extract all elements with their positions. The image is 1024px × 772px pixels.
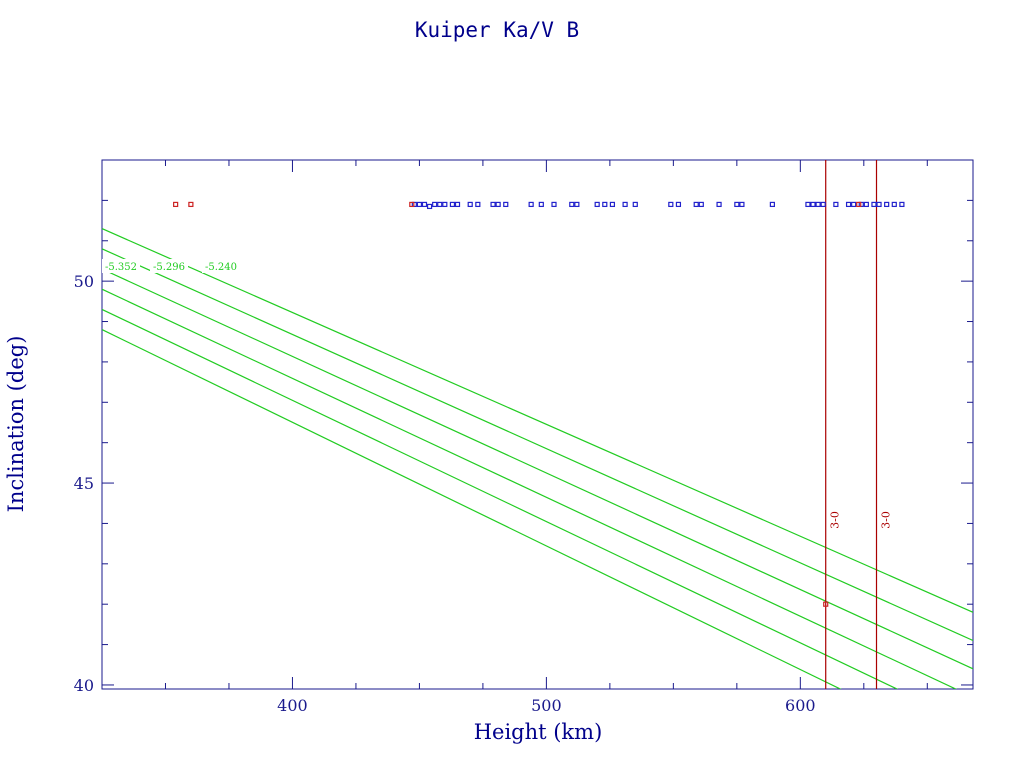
vertical-line-label: 3-0: [880, 511, 893, 529]
data-point: [454, 201, 461, 208]
contour-line: [102, 308, 899, 689]
data-point: [495, 201, 501, 208]
data-point: [503, 201, 509, 208]
plot-frame: [101, 159, 974, 690]
data-point: [467, 201, 473, 208]
data-point: [442, 201, 448, 208]
contour-label-bg: [102, 259, 140, 273]
data-point: [188, 201, 194, 208]
data-point: [528, 201, 534, 208]
data-point: [675, 201, 682, 208]
data-point: [409, 201, 415, 208]
data-point: [820, 201, 826, 208]
y-axis-label: Inclination (deg): [4, 336, 28, 513]
data-point: [574, 201, 580, 208]
plot-area: [102, 160, 973, 689]
data-point: [876, 201, 882, 208]
data-point: [551, 201, 557, 208]
x-axis-label: Height (km): [474, 720, 603, 744]
contour-line: [102, 248, 973, 642]
contour-label: -5.296: [153, 262, 185, 273]
y-tick-label: 50: [74, 272, 94, 291]
data-point: [769, 201, 775, 208]
data-point: [823, 601, 829, 607]
data-point: [899, 201, 905, 208]
chart-title: Kuiper Ka/V B: [415, 18, 579, 42]
contour-line: [102, 228, 973, 613]
data-point: [622, 201, 628, 208]
data-point: [805, 201, 811, 208]
data-point: [490, 201, 496, 208]
data-point: [856, 201, 862, 208]
contour-line: [102, 268, 973, 670]
data-point: [871, 201, 877, 208]
data-point: [668, 201, 674, 208]
contour-line: [102, 288, 958, 689]
data-point: [538, 201, 544, 208]
data-point: [421, 201, 428, 208]
contour-label: -5.240: [205, 262, 237, 273]
data-point: [884, 201, 890, 208]
data-point: [594, 201, 600, 208]
data-point: [426, 203, 433, 210]
tick-label-layer: 400 500 600 40 45 50 -5.352 -5.296 -5.240 3-0 3-0: [74, 259, 893, 715]
data-point: [416, 201, 423, 208]
x-tick-label: 600: [785, 696, 816, 715]
data-point: [437, 201, 443, 208]
data-point: [693, 201, 699, 208]
data-point: [602, 201, 608, 208]
y-tick-label: 40: [74, 676, 94, 695]
x-tick-label: 500: [531, 696, 562, 715]
axes-frame-layer: [101, 159, 974, 690]
data-point: [810, 201, 816, 208]
contour-label: -5.352: [105, 262, 137, 273]
data-point: [851, 201, 857, 208]
data-point: [569, 201, 575, 208]
contour-line: [102, 329, 842, 689]
data-point: [815, 201, 821, 208]
contour-label-bg: [202, 259, 240, 273]
data-point: [863, 201, 869, 208]
data-point: [432, 201, 438, 208]
data-point: [475, 201, 481, 208]
data-point: [449, 201, 456, 208]
data-point: [734, 201, 740, 208]
y-tick-label: 45: [74, 474, 94, 493]
vertical-line-label: 3-0: [829, 511, 842, 529]
data-point: [173, 201, 179, 208]
data-point: [739, 201, 745, 208]
data-point: [632, 201, 638, 208]
x-tick-label: 400: [277, 696, 308, 715]
data-point: [891, 201, 897, 208]
contour-label-bg: [150, 259, 188, 273]
data-point: [845, 201, 852, 208]
data-point: [716, 201, 722, 208]
data-point: [833, 201, 839, 208]
data-point: [609, 201, 616, 208]
data-point: [698, 201, 704, 208]
